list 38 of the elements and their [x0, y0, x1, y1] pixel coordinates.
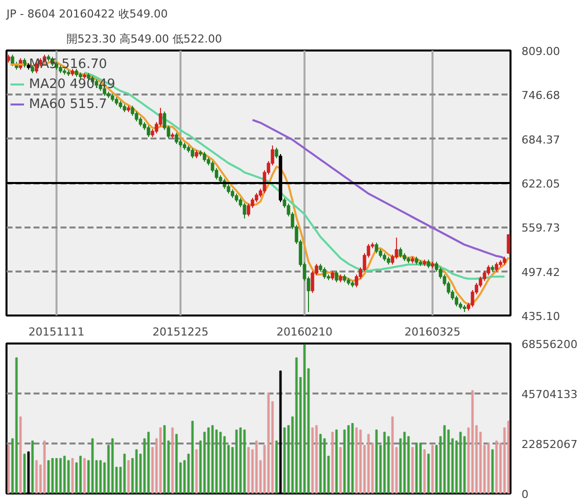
y-tick-label: 22852067 — [522, 438, 578, 451]
y-tick-label: 684.37 — [522, 133, 560, 146]
candlestick — [398, 247, 402, 258]
y-tick-label: 622.05 — [522, 178, 560, 190]
candlestick — [174, 132, 178, 145]
y-tick-label: 746.68 — [522, 89, 560, 102]
x-tick-label: 20160210 — [276, 326, 333, 338]
candlestick — [246, 203, 250, 217]
chart-title: JP - 8604 20160422 收549.00 — [6, 8, 168, 20]
candlestick — [482, 270, 486, 282]
candlestick — [254, 192, 258, 203]
y-tick-label: 0 — [522, 488, 528, 500]
candlestick — [334, 270, 338, 283]
x-tick-label: 20151225 — [152, 326, 209, 338]
candlestick — [330, 270, 334, 281]
candlestick — [374, 242, 378, 254]
y-tick-label: 435.10 — [522, 310, 560, 323]
candlestick — [146, 125, 150, 138]
y-tick-label: 497.42 — [522, 266, 560, 279]
y-tick-label: 559.73 — [522, 222, 560, 235]
candlestick — [190, 148, 194, 159]
candlestick — [202, 151, 206, 162]
candlestick — [138, 116, 142, 127]
candlestick — [134, 110, 138, 122]
candlestick — [322, 266, 326, 280]
y-tick-label: 809.00 — [522, 45, 560, 58]
candlestick — [486, 264, 490, 276]
candlestick — [274, 147, 278, 159]
candlestick — [226, 184, 230, 194]
x-tick-label: 20160325 — [404, 326, 461, 338]
y-tick-label: 68556200 — [522, 338, 578, 351]
candlestick — [494, 262, 498, 272]
legend-label: MA60 515.7 — [29, 96, 107, 112]
x-tick-label: 20151111 — [28, 326, 85, 338]
chart-subtitle: 開523.30 高549.00 低522.00 — [66, 32, 222, 46]
y-tick-label: 45704133 — [522, 388, 578, 401]
candlestick — [394, 237, 398, 260]
candlestick — [130, 105, 134, 116]
